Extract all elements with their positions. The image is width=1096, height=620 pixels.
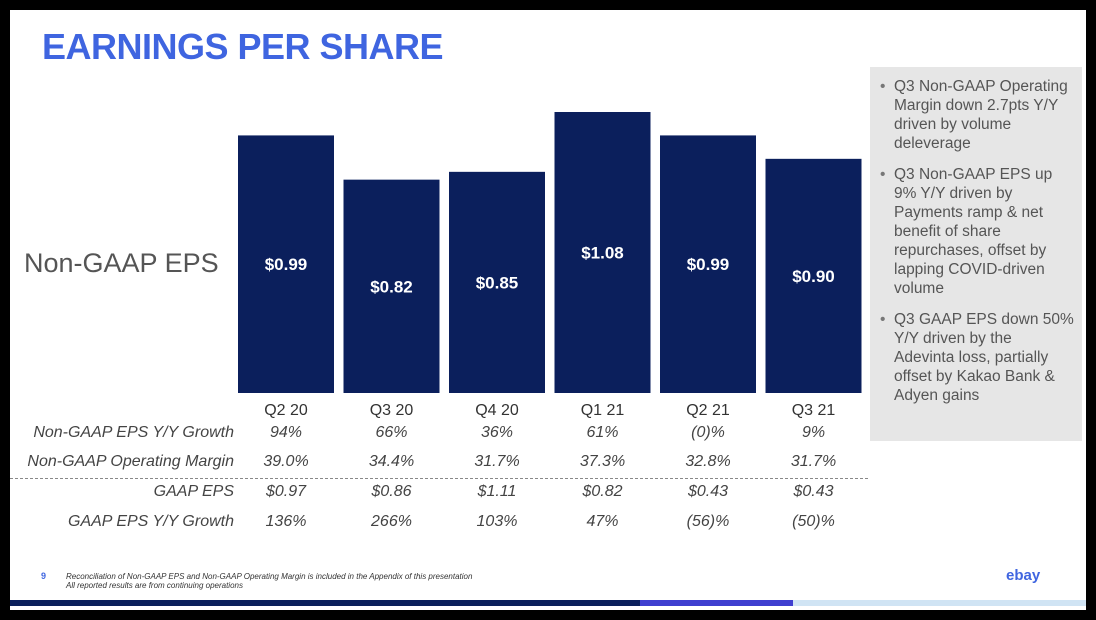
bar-chart: $0.99 Q2 20 $0.82 Q3 20 $0.85 Q4 20 $1.08 Q1 21… [238, 112, 862, 419]
table-cell: 36% [480, 424, 514, 441]
row-label: Non-GAAP EPS Y/Y Growth [33, 424, 234, 441]
table-row: Non-GAAP EPS Y/Y Growth 94% 66% 36% 61% (0)% 9… [10, 424, 870, 448]
table-row: GAAP EPS Y/Y Growth 136% 266% 103% 47% (56)% (… [10, 513, 870, 537]
table-cell: $1.11 [477, 483, 517, 500]
row-label-container: Non-GAAP EPS Y/Y Growth [10, 424, 234, 448]
page-title: EARNINGS PER SHARE [42, 26, 444, 67]
table-divider [10, 478, 868, 479]
row-label: Non-GAAP Operating Margin [27, 453, 234, 470]
row-label-container: GAAP EPS [10, 483, 234, 507]
page-number: 9 [41, 571, 47, 581]
table-cell: $0.43 [793, 483, 834, 500]
table-cell: 94% [269, 424, 303, 441]
x-tick-label: Q2 21 [686, 402, 730, 419]
table-cell: 66% [375, 424, 408, 441]
table-row: Non-GAAP Operating Margin 39.0% 34.4% 31.7%… [10, 453, 870, 477]
footnote: Reconciliation of Non-GAAP EPS and Non-G… [66, 572, 472, 590]
table-cell: 47% [586, 513, 619, 530]
bar-value-label: $0.90 [792, 267, 835, 286]
table-cell: 9% [801, 424, 826, 441]
bullet-icon: • [880, 166, 886, 183]
table-cell: 37.3% [579, 453, 626, 470]
x-tick-label: Q1 21 [581, 402, 625, 419]
bar-q3-20 [343, 179, 440, 393]
footer-bar-light [793, 600, 1086, 606]
bullet-icon: • [880, 311, 886, 328]
table-cell: 61% [586, 424, 619, 441]
table-cell: (0)% [691, 424, 725, 441]
table-cell: 31.7% [790, 453, 837, 470]
note-item: • Q3 Non-GAAP EPS up 9% Y/Y driven by Pay… [878, 165, 1074, 298]
row-label-container: Non-GAAP Operating Margin [10, 453, 234, 477]
table-cell: 266% [371, 513, 412, 530]
table-cell: 31.7% [474, 453, 520, 470]
chart-y-label: Non-GAAP EPS [24, 248, 219, 278]
bar-q2-20 [238, 135, 334, 393]
table-cell: $0.82 [582, 483, 623, 500]
bar-q3-21 [765, 158, 862, 393]
note-text: Q3 Non-GAAP EPS up 9% Y/Y driven by Paym… [894, 166, 1053, 297]
notes-panel: • Q3 Non-GAAP Operating Margin down 2.7pt… [870, 67, 1082, 441]
note-item: • Q3 GAAP EPS down 50% Y/Y driven by the … [878, 310, 1074, 405]
bar-q4-20 [449, 171, 545, 393]
table-cell: (50)% [792, 513, 835, 530]
row-label-container: GAAP EPS Y/Y Growth [10, 513, 234, 537]
footnote-line-2: All reported results are from continuing… [66, 581, 243, 590]
table-cell: $0.86 [371, 483, 412, 500]
table-cell: 39.0% [263, 453, 309, 470]
row-label: GAAP EPS [153, 483, 234, 500]
bar-value-label: $1.08 [581, 244, 624, 263]
table-cell: $0.97 [265, 483, 307, 500]
note-text: Q3 Non-GAAP Operating Margin down 2.7pts… [894, 78, 1068, 152]
table-cell: 136% [265, 513, 307, 530]
footnote-line-1: Reconciliation of Non-GAAP EPS and Non-G… [66, 572, 473, 581]
ebay-logo: ebay [1006, 567, 1041, 584]
table-cell: 34.4% [368, 453, 415, 470]
slide: EARNINGS PER SHARE Non-GAAP EPS $0.99 Q2 … [10, 10, 1086, 610]
bullet-icon: • [880, 78, 886, 95]
x-tick-label: Q2 20 [264, 402, 308, 419]
x-tick-label: Q4 20 [475, 402, 519, 419]
note-text: Q3 GAAP EPS down 50% Y/Y driven by the A… [894, 311, 1074, 404]
x-tick-label: Q3 21 [792, 402, 836, 419]
table-row: GAAP EPS $0.97 $0.86 $1.11 $0.82 $0.43 $0.43 [10, 483, 870, 507]
bar-value-label: $0.85 [476, 273, 519, 292]
row-label: GAAP EPS Y/Y Growth [68, 513, 234, 530]
notes-list: • Q3 Non-GAAP Operating Margin down 2.7pt… [870, 67, 1082, 405]
bar-q2-21 [660, 135, 756, 393]
table-cell: 103% [476, 513, 518, 530]
bar-value-label: $0.99 [687, 255, 730, 274]
table-cell: $0.43 [687, 483, 729, 500]
bar-value-label: $0.99 [265, 255, 308, 274]
bar-q1-21 [554, 112, 651, 393]
table-cell: 32.8% [685, 453, 731, 470]
bar-value-label: $0.82 [370, 277, 413, 296]
table-cell: (56)% [686, 513, 730, 530]
note-item: • Q3 Non-GAAP Operating Margin down 2.7pt… [878, 77, 1074, 153]
footer-bar-dark [10, 600, 640, 606]
footer-bar-accent [640, 600, 793, 606]
x-tick-label: Q3 20 [370, 402, 414, 419]
